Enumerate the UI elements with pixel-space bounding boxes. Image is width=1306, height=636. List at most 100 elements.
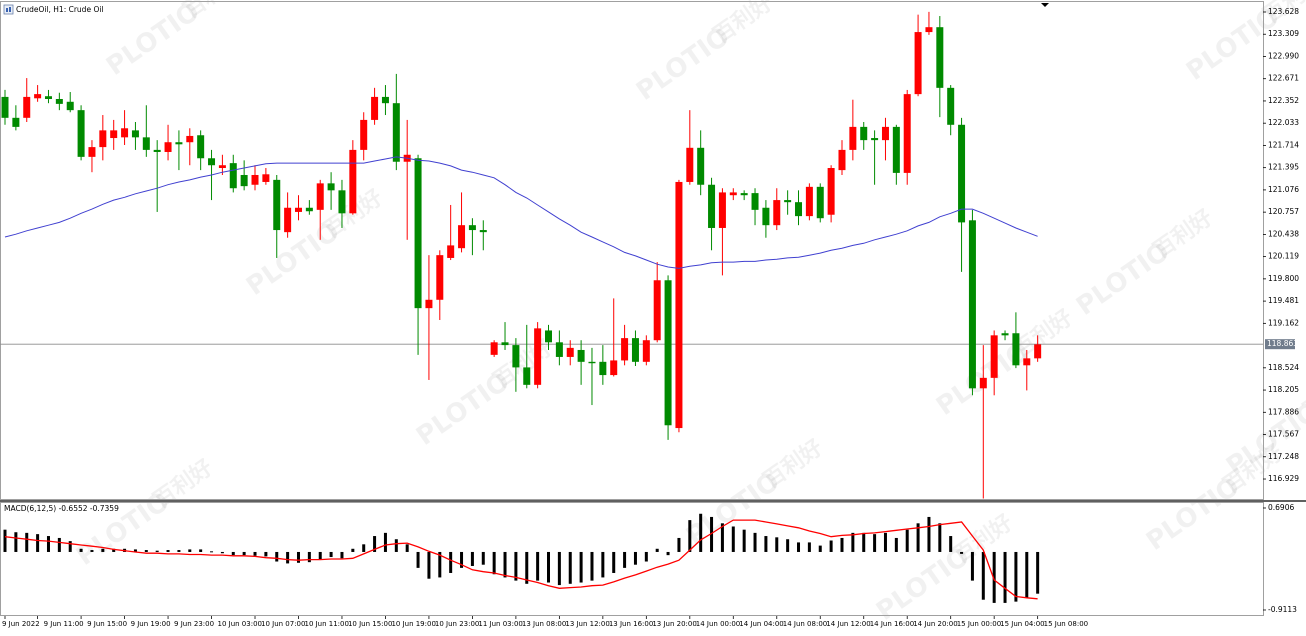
y-tick-label: 118.524 [1268,363,1299,372]
macd-bar [601,551,605,578]
symbol-icon [9,7,11,12]
candle-body [642,340,650,362]
macd-bar [351,548,355,552]
candle-body [675,181,683,429]
candle-body [566,347,574,357]
y-tick-label: 120.119 [1268,252,1299,261]
candle-body [958,124,966,223]
candle-body [414,158,422,309]
y-tick-label: 117.886 [1268,407,1299,416]
macd-bar [731,526,735,552]
candle-body [631,338,639,362]
candle-body [305,207,313,212]
candle-body [1001,333,1009,336]
macd-bar [492,551,496,575]
x-tick-label: 13 Jun 12:00 [565,620,609,628]
candle-body [121,128,129,138]
candle-body [392,103,400,162]
candle-body [968,220,976,389]
macd-bar [568,551,572,584]
candle-body [512,345,520,368]
y-tick-label: 122.671 [1268,74,1299,83]
y-tick-label: 0.6906 [1268,503,1294,512]
macd-bar [883,532,887,552]
macd-bar [557,551,561,586]
candle-body [381,96,389,104]
moving-average [4,156,1038,269]
candle-body [284,207,292,233]
y-tick-label: 118.205 [1268,385,1299,394]
macd-pane-frame [0,502,1264,616]
macd-bar [536,551,540,581]
macd-bar [329,551,333,558]
symbol-icon [3,4,14,15]
macd-signal [4,519,1038,600]
candle-body [653,280,661,341]
candle-body [773,200,781,226]
candle-body [838,149,846,171]
candle-body [66,101,74,111]
x-tick-label: 13 Jun 20:00 [652,620,696,628]
macd-bar [46,536,50,552]
current-price-box [1265,339,1295,350]
macd-bar [362,544,366,552]
macd-bar [938,523,942,552]
macd-bar [818,545,822,552]
candle-body [881,126,889,141]
macd-bar [296,551,300,563]
macd-bar [340,551,344,559]
x-tick-label: 14 Jun 20:00 [913,620,957,628]
macd-bar [840,537,844,552]
x-tick-label: 9 Jun 23:00 [174,620,214,628]
macd-bar [3,529,7,552]
candle-body [621,338,629,361]
candle-body [545,330,552,343]
macd-bar [623,551,627,568]
symbol-icon [6,8,8,12]
x-tick-label: 10 Jun 11:00 [304,620,348,628]
macd-bar [720,523,724,552]
x-tick-label: 9 Jun 19:00 [131,620,171,628]
candle-body [871,138,879,141]
candle-body [425,299,433,309]
x-tick-label: 10 Jun 19:00 [391,620,435,628]
macd-bar [666,551,670,556]
candle-body [436,255,444,300]
x-tick-label: 14 Jun 04:00 [739,620,783,628]
candle-body [610,360,618,376]
macd-bar [851,532,855,552]
candle-body [110,130,118,139]
candle-body [229,163,237,189]
macd-bar [307,551,311,563]
y-tick-label: 122.033 [1268,118,1299,127]
y-tick-label: 123.628 [1268,7,1299,16]
candle-body [588,361,596,364]
candle-body [784,200,792,203]
macd-bar [449,551,453,573]
macd-bar [253,551,257,556]
candle-body [686,147,694,182]
candle-body [729,192,737,196]
candle-body [979,377,987,389]
candle-body [816,186,824,219]
candle-body [12,117,20,127]
candle-body [131,130,139,138]
macd-bar [481,551,485,565]
x-tick-label: 15 Jun 00:00 [957,620,1001,628]
macd-bar [460,551,464,568]
y-tick-label: 121.714 [1268,140,1299,149]
candle-body [892,126,900,173]
x-tick-label: 10 Jun 03:00 [218,620,262,628]
candle-body [805,186,813,217]
macd-bar [829,540,833,552]
candle-body [664,280,672,426]
x-tick-label: 13 Jun 16:00 [609,620,653,628]
candle-body [697,147,705,185]
macd-bar [525,551,529,584]
candle-body [294,207,302,212]
candle-body [708,184,716,228]
x-tick-label: 14 Jun 12:00 [826,620,870,628]
candle-body [186,135,194,143]
macd-bar [677,537,681,552]
macd-bar [579,551,583,583]
